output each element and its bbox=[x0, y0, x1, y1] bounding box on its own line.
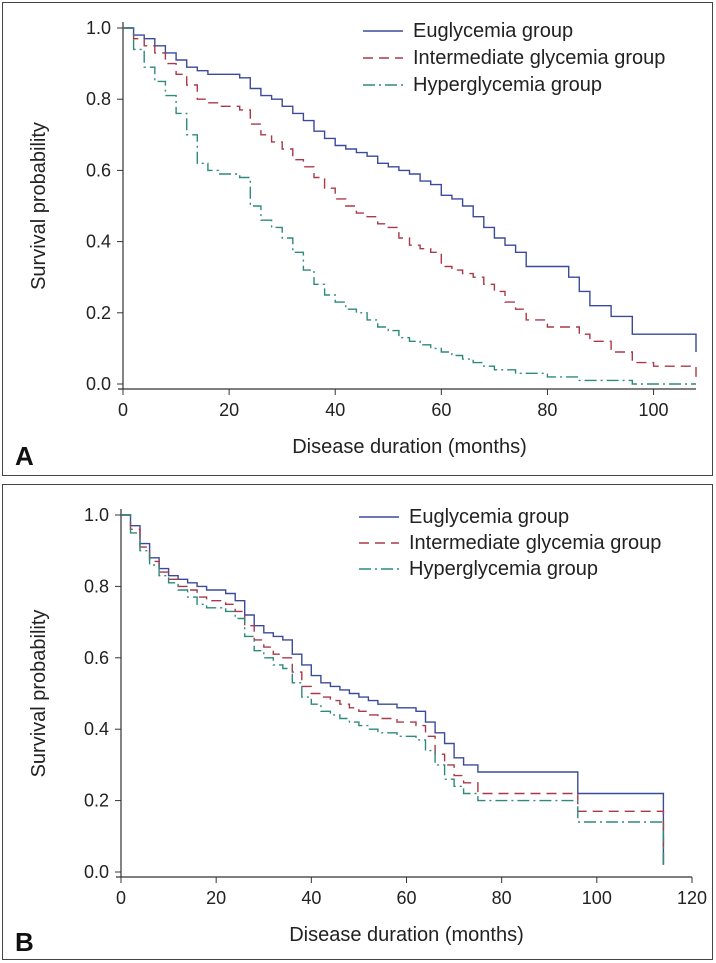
chart-panel-a: 0.0 0.2 0.4 0.6 0.8 1.0 0 20 40 60 80 100 Disease du… bbox=[2, 2, 713, 476]
y-tick-label: 0.8 bbox=[84, 576, 109, 596]
x-tick-label: 20 bbox=[206, 888, 226, 908]
y-tick-label: 0.4 bbox=[84, 719, 109, 739]
y-tick-label: 1.0 bbox=[86, 18, 111, 38]
x-tick-label: 0 bbox=[116, 888, 126, 908]
x-tick-label: 40 bbox=[325, 400, 345, 420]
y-tick-label: 0.0 bbox=[86, 374, 111, 394]
y-axis-label: Survival probability bbox=[28, 122, 50, 290]
x-tick-label: 100 bbox=[639, 400, 669, 420]
x-tick-label: 60 bbox=[431, 400, 451, 420]
y-tick-label: 0.6 bbox=[86, 160, 111, 180]
series-line-3 bbox=[123, 27, 696, 385]
y-tick-label: 1.0 bbox=[84, 505, 109, 525]
series-line-2 bbox=[121, 514, 665, 865]
legend-label-3: Hyperglycemia group bbox=[409, 558, 598, 580]
y-tick-label: 0.0 bbox=[84, 862, 109, 882]
legend-label-1: Euglycemia group bbox=[413, 20, 573, 42]
panel-label: B bbox=[15, 927, 34, 957]
x-tick-label: 60 bbox=[396, 888, 416, 908]
y-tick-label: 0.2 bbox=[86, 303, 111, 323]
legend-label-1: Euglycemia group bbox=[409, 506, 569, 528]
survival-chart-a: 0.0 0.2 0.4 0.6 0.8 1.0 0 20 40 60 80 100 Disease du… bbox=[15, 18, 697, 471]
x-tick-label: 100 bbox=[582, 888, 612, 908]
chart-panel-b: 0.0 0.2 0.4 0.6 0.8 1.0 0 20 40 60 80 100 120 Disease… bbox=[2, 484, 713, 960]
panel-label: A bbox=[15, 441, 34, 471]
x-tick-label: 80 bbox=[537, 400, 557, 420]
x-axis-label: Disease duration (months) bbox=[292, 436, 527, 458]
y-tick-label: 0.4 bbox=[86, 232, 111, 252]
legend-label-2: Intermediate glycemia group bbox=[413, 47, 665, 69]
x-tick-label: 20 bbox=[219, 400, 239, 420]
x-tick-label: 120 bbox=[677, 888, 707, 908]
series-line-1 bbox=[123, 27, 697, 352]
series-line-1 bbox=[121, 514, 665, 865]
y-tick-label: 0.2 bbox=[84, 791, 109, 811]
x-axis-label: Disease duration (months) bbox=[289, 924, 524, 946]
x-tick-label: 80 bbox=[492, 888, 512, 908]
series-line-3 bbox=[121, 514, 665, 865]
y-tick-label: 0.8 bbox=[86, 89, 111, 109]
y-axis-label: Survival probability bbox=[28, 610, 50, 778]
survival-chart-b: 0.0 0.2 0.4 0.6 0.8 1.0 0 20 40 60 80 100 120 Disease… bbox=[15, 505, 707, 957]
legend-label-3: Hyperglycemia group bbox=[413, 74, 602, 96]
series-line-2 bbox=[123, 27, 697, 377]
y-tick-label: 0.6 bbox=[84, 648, 109, 668]
legend-label-2: Intermediate glycemia group bbox=[409, 532, 661, 554]
x-tick-label: 0 bbox=[118, 400, 128, 420]
x-tick-label: 40 bbox=[301, 888, 321, 908]
